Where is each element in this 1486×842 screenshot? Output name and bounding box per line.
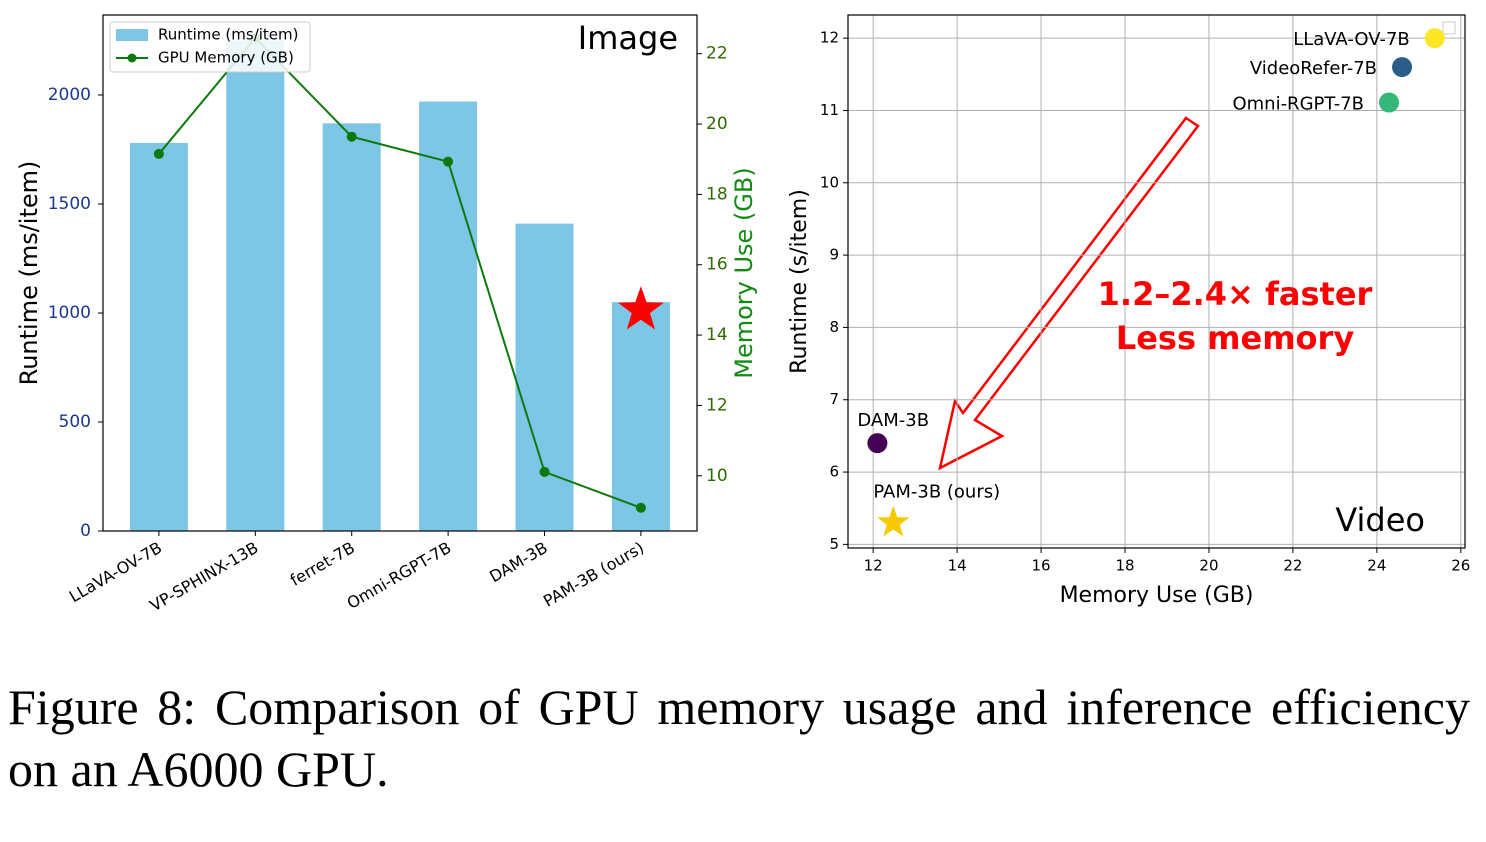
y-tick-label: 12 xyxy=(820,29,839,47)
x-tick-label: 24 xyxy=(1367,557,1386,575)
memory-point xyxy=(443,156,454,167)
point xyxy=(1424,28,1445,49)
y-tick-label: 6 xyxy=(829,463,839,481)
memory-point xyxy=(153,148,164,159)
x-tick-label: 16 xyxy=(1032,557,1051,575)
x-tick-label: 18 xyxy=(1115,557,1134,575)
x-tick-label: 12 xyxy=(864,557,883,575)
x-tick-label: ferret-7B xyxy=(287,538,358,590)
speedup-note: 1.2–2.4× faster xyxy=(1098,275,1373,313)
bar xyxy=(419,101,478,532)
y-tick-label: 7 xyxy=(829,390,839,408)
y-axis-label: Runtime (ms/item) xyxy=(15,161,43,386)
point-label: VideoRefer-7B xyxy=(1250,58,1377,79)
x-tick-label: 22 xyxy=(1283,557,1302,575)
y-tick-label: 500 xyxy=(59,412,91,432)
bar xyxy=(129,142,188,531)
y-tick-label: 1500 xyxy=(48,194,91,214)
memory-point xyxy=(346,131,357,142)
x-tick-label: PAM-3B (ours) xyxy=(540,538,647,611)
memory-point xyxy=(635,502,646,513)
bar xyxy=(322,123,381,532)
y-tick-label: 1000 xyxy=(48,303,91,323)
corner-label: Image xyxy=(578,19,678,57)
y-axis-label: Runtime (s/item) xyxy=(787,189,812,374)
corner-label: Video xyxy=(1335,501,1425,539)
x-axis-label: Memory Use (GB) xyxy=(1060,583,1254,608)
point-label: PAM-3B (ours) xyxy=(873,482,1000,503)
y-tick-label: 5 xyxy=(829,535,839,553)
y2-tick-label: 10 xyxy=(706,466,728,486)
legend-label: Runtime (ms/item) xyxy=(158,26,299,44)
x-tick-label: DAM-3B xyxy=(486,538,551,586)
y-tick-label: 9 xyxy=(829,246,839,264)
legend-swatch xyxy=(116,29,148,41)
y-tick-label: 10 xyxy=(820,173,839,191)
y2-tick-label: 20 xyxy=(706,114,728,134)
x-tick-label: 14 xyxy=(948,557,967,575)
legend-box xyxy=(109,21,311,73)
point-star xyxy=(877,505,910,537)
x-tick-label: 26 xyxy=(1451,557,1470,575)
bar xyxy=(611,302,670,531)
y2-axis-label: Memory Use (GB) xyxy=(730,167,758,379)
bar xyxy=(226,40,285,531)
plot-frame xyxy=(847,14,1466,549)
x-tick-label: VP-SPHINX-13B xyxy=(147,538,262,615)
x-tick-label: Omni-RGPT-7B xyxy=(344,538,455,613)
point-label: LLaVA-OV-7B xyxy=(1293,29,1410,50)
caption: Figure 8: Comparison of GPU memory usage… xyxy=(8,679,1470,797)
y2-tick-label: 14 xyxy=(706,325,728,345)
bar xyxy=(515,223,574,531)
memory-point xyxy=(539,466,550,477)
plot-frame xyxy=(102,14,698,532)
y-tick-label: 11 xyxy=(820,101,839,119)
y2-tick-label: 16 xyxy=(706,255,728,275)
arrow xyxy=(938,116,1200,471)
legend-label: GPU Memory (GB) xyxy=(158,49,294,67)
y2-tick-label: 12 xyxy=(706,395,728,415)
y-tick-label: 2000 xyxy=(48,85,91,105)
point xyxy=(1379,92,1400,113)
y-tick-label: 0 xyxy=(80,521,91,541)
point xyxy=(1392,57,1413,78)
legend-dot xyxy=(127,53,137,63)
y2-tick-label: 18 xyxy=(706,184,728,204)
y-tick-label: 8 xyxy=(829,318,839,336)
point xyxy=(867,433,888,454)
speedup-note: Less memory xyxy=(1116,319,1354,357)
point-label: DAM-3B xyxy=(857,410,929,431)
y2-tick-label: 22 xyxy=(706,44,728,64)
point-label: Omni-RGPT-7B xyxy=(1232,94,1364,115)
figure: 0 500 1000 1500 2000 10 12 14 16 18 20 22 LLaVA-OV-7… xyxy=(15,14,1470,615)
highlight-star xyxy=(618,286,664,330)
empty-legend xyxy=(1442,21,1456,35)
x-tick-label: 20 xyxy=(1199,557,1218,575)
